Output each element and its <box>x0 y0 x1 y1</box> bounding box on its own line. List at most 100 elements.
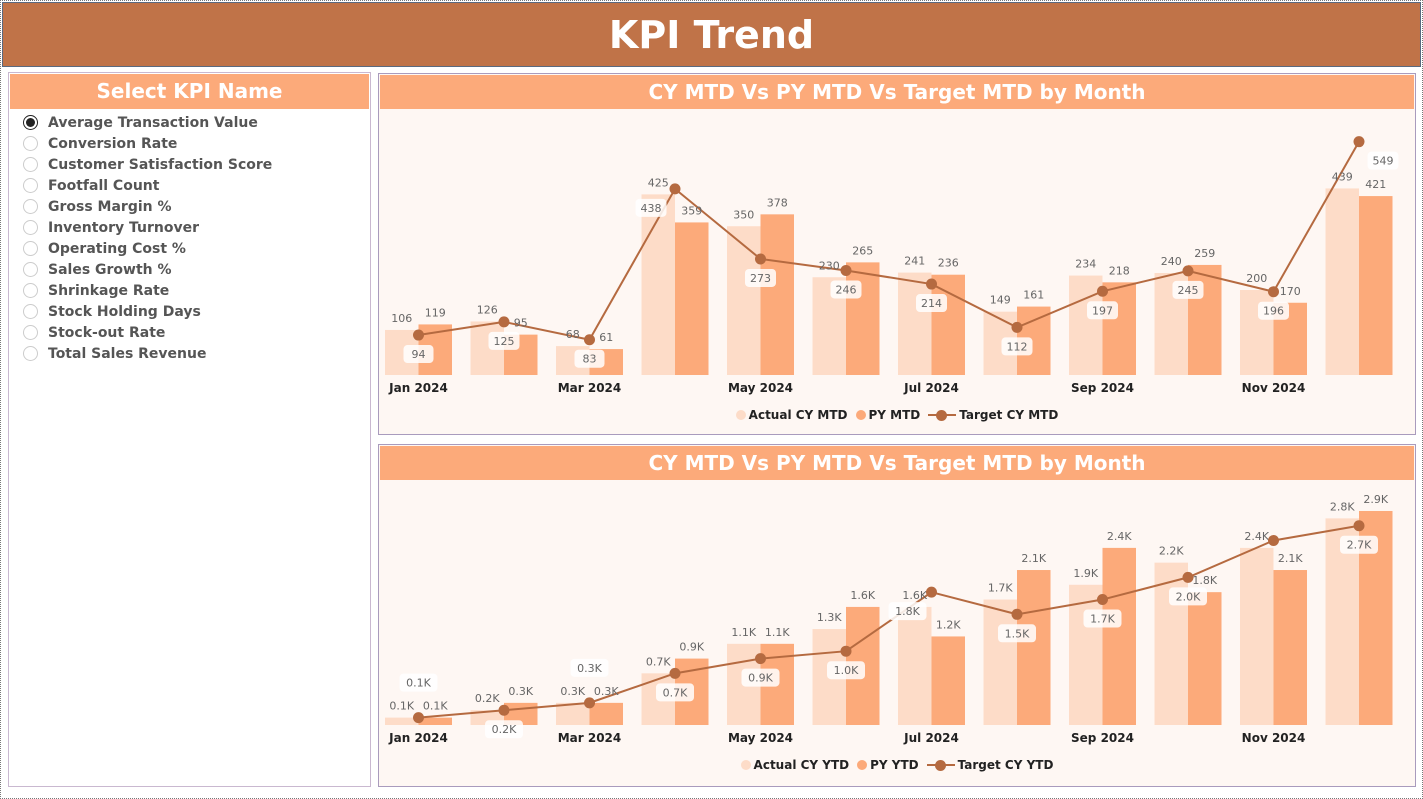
kpi-option[interactable]: Stock-out Rate <box>9 322 370 343</box>
x-tick-label: Nov 2024 <box>1242 381 1306 395</box>
kpi-option[interactable]: Sales Growth % <box>9 259 370 280</box>
kpi-option-label: Average Transaction Value <box>48 114 258 131</box>
data-label-target: 94 <box>412 348 426 361</box>
data-label-target: 1.0K <box>834 664 859 677</box>
legend-py[interactable]: PY MTD <box>855 408 920 422</box>
kpi-option[interactable]: Inventory Turnover <box>9 217 370 238</box>
kpi-option-label: Inventory Turnover <box>48 219 199 236</box>
radio-icon[interactable] <box>23 220 38 235</box>
radio-icon[interactable] <box>23 346 38 361</box>
bar-py <box>675 222 709 375</box>
data-label-py: 2.1K <box>1021 552 1046 565</box>
kpi-option[interactable]: Operating Cost % <box>9 238 370 259</box>
legend-actual[interactable]: Actual CY MTD <box>735 408 848 422</box>
legend-actual[interactable]: Actual CY YTD <box>740 758 849 772</box>
legend-target-swatch <box>928 410 957 421</box>
kpi-option[interactable]: Conversion Rate <box>9 133 370 154</box>
radio-icon[interactable] <box>23 241 38 256</box>
data-label-target: 2.7K <box>1347 539 1372 552</box>
kpi-option-label: Shrinkage Rate <box>48 282 170 299</box>
data-label-py: 236 <box>938 257 959 270</box>
kpi-list: Average Transaction Value Conversion Rate… <box>9 110 370 364</box>
target-label-box <box>485 720 523 739</box>
target-label-box <box>1367 151 1399 170</box>
data-label-target: 1.8K <box>895 605 920 618</box>
mtd-chart-title: CY MTD Vs PY MTD Vs Target MTD by Month <box>380 75 1414 109</box>
target-marker <box>1097 594 1108 606</box>
legend-actual-swatch <box>740 760 751 770</box>
radio-icon[interactable] <box>23 325 38 340</box>
kpi-option[interactable]: Gross Margin % <box>9 196 370 217</box>
data-label-actual: 200 <box>1246 272 1267 285</box>
kpi-option-label: Operating Cost % <box>48 240 186 257</box>
x-tick-label: Nov 2024 <box>1242 731 1306 745</box>
target-label-box <box>916 294 947 313</box>
legend-py-swatch <box>855 410 866 420</box>
bar-py <box>931 636 965 725</box>
kpi-option[interactable]: Total Sales Revenue <box>9 343 370 364</box>
target-label-box <box>1258 301 1289 320</box>
radio-icon[interactable] <box>23 178 38 193</box>
page-title: KPI Trend <box>2 2 1421 67</box>
radio-icon[interactable] <box>23 304 38 319</box>
target-label-box <box>570 658 609 677</box>
bar-actual <box>1069 275 1103 375</box>
legend-target[interactable]: Target CY MTD <box>928 408 1058 422</box>
data-label-actual: 1.7K <box>988 582 1013 595</box>
radio-icon[interactable] <box>23 262 38 277</box>
x-tick-label: Sep 2024 <box>1071 731 1134 745</box>
target-marker <box>413 712 424 724</box>
data-label-target: 1.7K <box>1090 613 1115 626</box>
radio-icon[interactable] <box>23 136 38 151</box>
data-label-target: 549 <box>1373 155 1394 168</box>
data-label-actual: 439 <box>1332 170 1353 183</box>
bar-py <box>1017 570 1051 725</box>
data-label-py: 259 <box>1194 247 1215 260</box>
target-marker <box>1182 571 1194 583</box>
kpi-option-label: Footfall Count <box>48 177 160 194</box>
legend-target[interactable]: Target CY YTD <box>926 758 1053 772</box>
target-marker <box>413 329 424 341</box>
kpi-option[interactable]: Customer Satisfaction Score <box>9 154 370 175</box>
data-label-target: 197 <box>1092 304 1113 317</box>
data-label-actual: 234 <box>1075 258 1096 271</box>
data-label-target: 112 <box>1007 340 1028 353</box>
mtd-chart: 106 119 Jan 2024 126 95 68 61 Mar 2024 425 359 350… <box>385 136 1399 395</box>
data-label-target: 214 <box>921 297 942 310</box>
legend-actual-label: Actual CY MTD <box>748 408 848 422</box>
radio-icon[interactable] <box>23 283 38 298</box>
kpi-option[interactable]: Stock Holding Days <box>9 301 370 322</box>
kpi-option-label: Stock-out Rate <box>48 324 166 341</box>
bar-py <box>1102 282 1136 375</box>
target-label-box <box>399 673 438 692</box>
kpi-option-label: Sales Growth % <box>48 261 172 278</box>
data-label-actual: 0.7K <box>646 655 671 668</box>
kpi-option[interactable]: Average Transaction Value <box>9 112 370 133</box>
data-label-py: 378 <box>767 196 788 209</box>
ytd-legend: Actual CY YTD PY YTD Target CY YTD <box>379 758 1415 772</box>
kpi-option[interactable]: Shrinkage Rate <box>9 280 370 301</box>
target-label-box <box>488 331 520 350</box>
radio-icon[interactable] <box>23 115 38 130</box>
x-tick-label: Jul 2024 <box>903 381 959 395</box>
data-label-py: 265 <box>852 244 873 257</box>
target-marker <box>840 264 852 276</box>
radio-icon[interactable] <box>23 199 38 214</box>
target-label-box <box>1001 337 1033 356</box>
bar-actual <box>727 226 761 375</box>
data-label-target: 196 <box>1263 305 1284 318</box>
radio-icon[interactable] <box>23 157 38 172</box>
kpi-option-label: Stock Holding Days <box>48 303 201 320</box>
kpi-option-label: Conversion Rate <box>48 135 178 152</box>
data-label-actual: 0.1K <box>389 700 414 713</box>
bar-py <box>846 262 880 375</box>
bar-py <box>1359 196 1393 375</box>
data-label-py: 161 <box>1023 289 1044 302</box>
data-label-target: 273 <box>750 272 771 285</box>
target-label-box <box>745 268 776 287</box>
legend-py[interactable]: PY YTD <box>857 758 919 772</box>
target-marker <box>1353 520 1365 532</box>
target-label-box <box>1087 301 1118 320</box>
kpi-option[interactable]: Footfall Count <box>9 175 370 196</box>
data-label-target: 0.1K <box>406 677 431 690</box>
